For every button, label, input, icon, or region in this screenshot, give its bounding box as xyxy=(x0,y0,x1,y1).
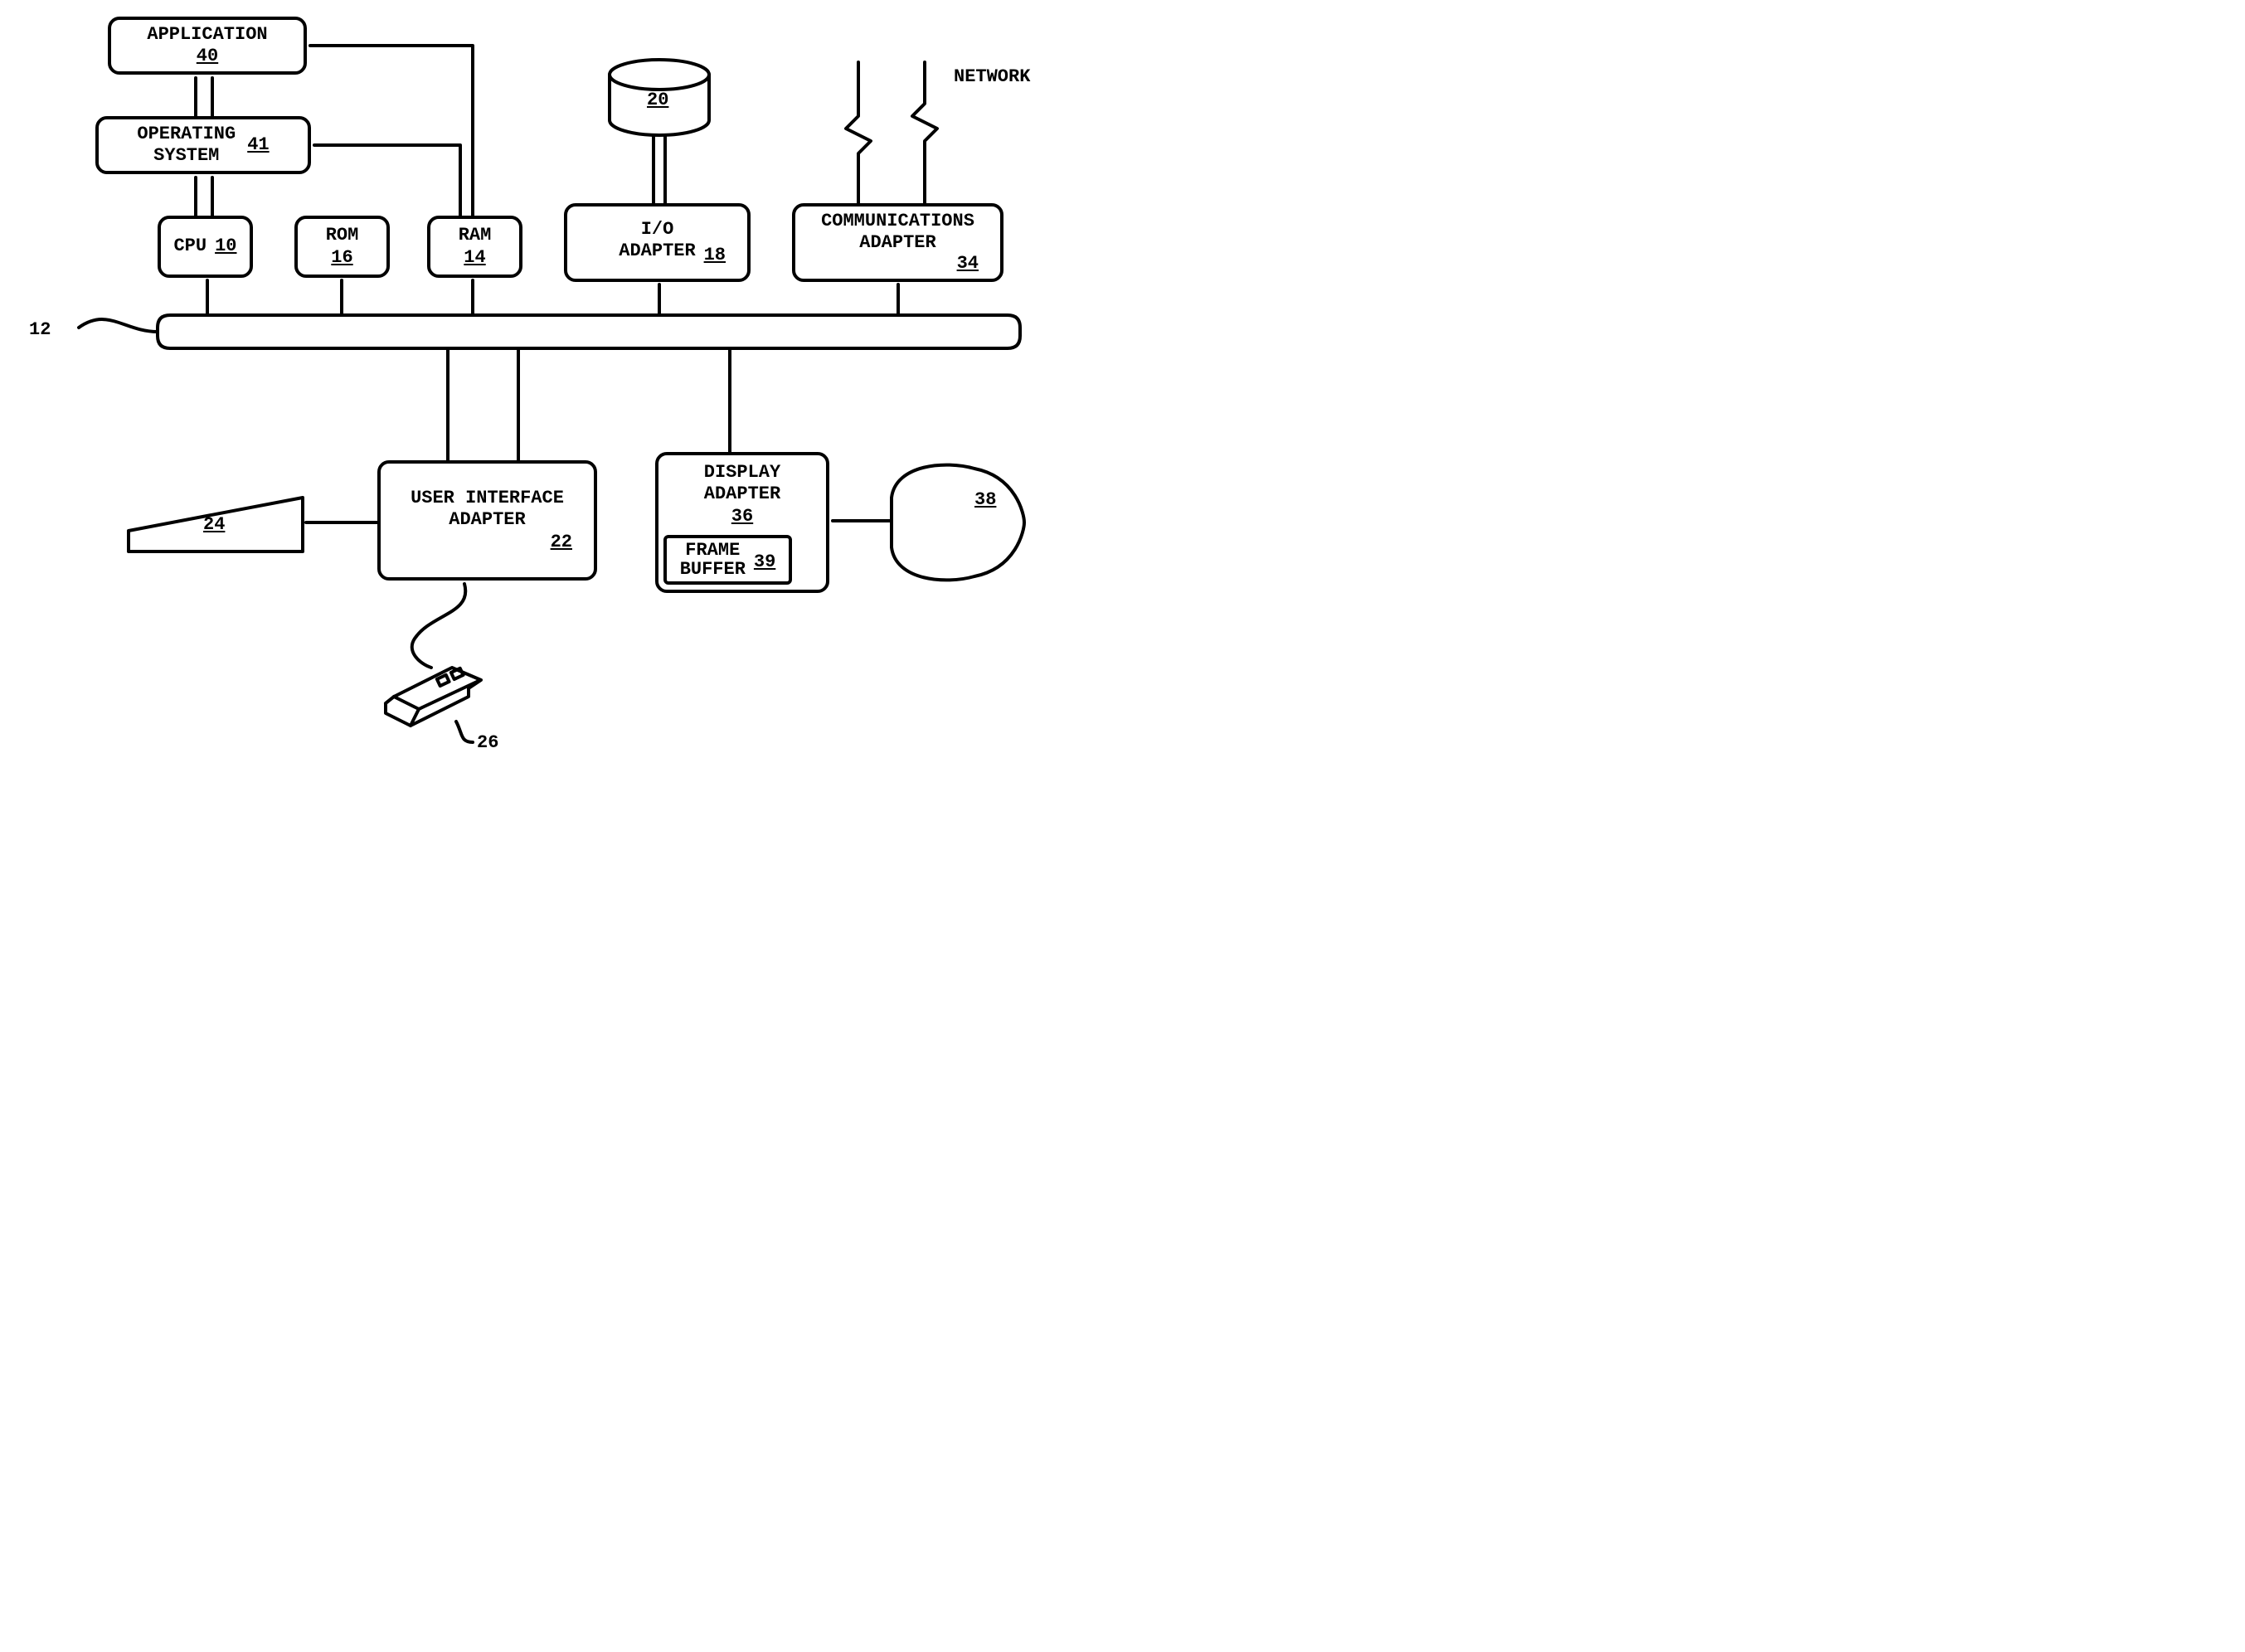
os-label: OPERATING SYSTEM xyxy=(137,124,236,168)
box-rom: ROM 16 xyxy=(294,216,390,278)
disk-ref: 20 xyxy=(647,90,668,110)
box-os: OPERATING SYSTEM 41 xyxy=(95,116,311,174)
rom-ref: 16 xyxy=(331,247,352,269)
box-ui-adapter: USER INTERFACE ADAPTER 22 xyxy=(377,460,597,581)
cpu-ref: 10 xyxy=(215,236,236,257)
ui-ref: 22 xyxy=(551,532,572,553)
ram-label: RAM xyxy=(459,225,492,246)
mouse-callout: 26 xyxy=(477,732,498,753)
crt-ref: 38 xyxy=(974,489,996,510)
box-application: APPLICATION 40 xyxy=(108,17,307,75)
box-cpu: CPU 10 xyxy=(158,216,253,278)
application-label: APPLICATION xyxy=(147,24,267,45)
ui-label: USER INTERFACE ADAPTER xyxy=(411,488,564,532)
comm-label: COMMUNICATIONS ADAPTER xyxy=(821,211,974,255)
ram-ref: 14 xyxy=(464,247,485,269)
display-ref: 36 xyxy=(731,506,753,527)
io-label: I/O ADAPTER xyxy=(619,219,695,263)
keyboard-ref: 24 xyxy=(203,514,225,535)
rom-label: ROM xyxy=(326,225,359,246)
frame-ref: 39 xyxy=(754,551,775,573)
cpu-label: CPU xyxy=(173,236,207,257)
application-ref: 40 xyxy=(197,46,218,67)
network-label: NETWORK xyxy=(954,66,1030,87)
box-ram: RAM 14 xyxy=(427,216,522,278)
io-ref: 18 xyxy=(704,245,726,266)
comm-ref: 34 xyxy=(957,253,979,275)
box-frame-buffer: FRAME BUFFER 39 xyxy=(663,535,792,585)
bus-callout: 12 xyxy=(29,319,51,340)
display-label: DISPLAY ADAPTER xyxy=(704,462,780,506)
box-comm-adapter: COMMUNICATIONS ADAPTER 34 xyxy=(792,203,1003,282)
box-io-adapter: I/O ADAPTER 18 xyxy=(564,203,751,282)
os-ref: 41 xyxy=(247,134,269,156)
diagram-root: APPLICATION 40 OPERATING SYSTEM 41 CPU 1… xyxy=(0,0,1277,937)
frame-label: FRAME BUFFER xyxy=(680,541,746,579)
